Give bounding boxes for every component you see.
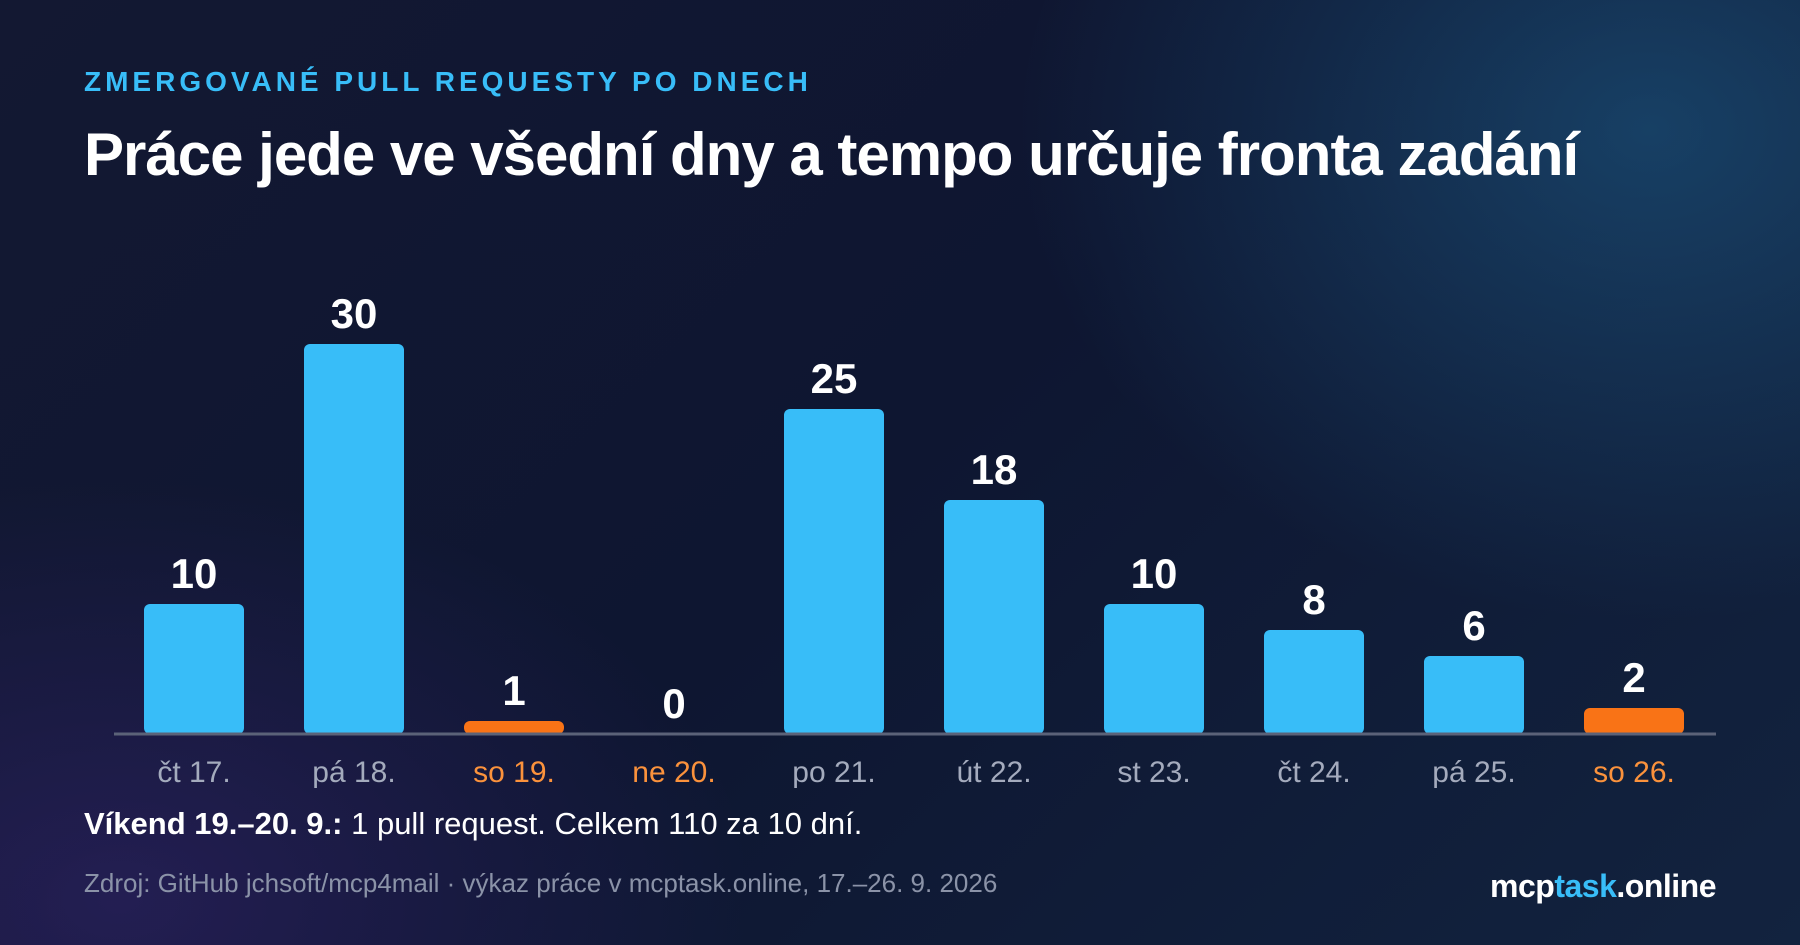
bar-2	[304, 344, 404, 734]
bar-10	[1584, 708, 1684, 734]
value-label-5: 25	[811, 355, 858, 402]
bar-6	[944, 500, 1044, 734]
x-tick-label-3: so 19.	[473, 756, 555, 789]
value-label-6: 18	[971, 446, 1018, 493]
value-label-7: 10	[1131, 550, 1178, 597]
x-tick-label-2: pá 18.	[312, 756, 395, 789]
x-tick-label-6: út 22.	[956, 756, 1031, 789]
value-label-10: 2	[1622, 654, 1645, 701]
brand-accent: task	[1554, 868, 1617, 904]
x-tick-label-8: čt 24.	[1277, 756, 1350, 789]
x-tick-label-1: čt 17.	[157, 756, 230, 789]
value-label-9: 6	[1462, 602, 1485, 649]
bars-group	[144, 344, 1684, 734]
value-label-3: 1	[502, 667, 525, 714]
value-label-1: 10	[171, 550, 218, 597]
bar-7	[1104, 604, 1204, 734]
x-tick-label-5: po 21.	[792, 756, 875, 789]
bar-8	[1264, 630, 1364, 734]
value-label-4: 0	[662, 680, 685, 727]
source-note: Zdroj: GitHub jchsoft/mcp4mail · výkaz p…	[84, 868, 998, 898]
bar-9	[1424, 656, 1524, 734]
x-tick-label-4: ne 20.	[632, 756, 715, 789]
chart-kicker: ZMERGOVANÉ PULL REQUESTY PO DNECH	[84, 66, 812, 97]
brand-prefix: mcp	[1490, 868, 1555, 904]
weekend-note-text: 1 pull request. Celkem 110 za 10 dní.	[342, 806, 863, 841]
brand-suffix: .online	[1616, 868, 1716, 904]
bar-5	[784, 409, 884, 734]
value-label-2: 30	[331, 290, 378, 337]
x-tick-labels-group: čt 17. pá 18. so 19. ne 20. po 21. út 22. st 2…	[157, 756, 1675, 789]
weekend-note: Víkend 19.–20. 9.: 1 pull request. Celke…	[84, 806, 862, 842]
bar-1	[144, 604, 244, 734]
chart-title: Práce jede ve všední dny a tempo určuje …	[84, 121, 1579, 188]
x-tick-label-10: so 26.	[1593, 756, 1675, 789]
x-tick-label-9: pá 25.	[1432, 756, 1515, 789]
weekend-note-label: Víkend 19.–20. 9.:	[84, 806, 343, 841]
brand-logo[interactable]: mcptask.online	[1490, 868, 1716, 905]
x-tick-label-7: st 23.	[1117, 756, 1190, 789]
value-label-8: 8	[1302, 576, 1325, 623]
bar-3	[464, 721, 564, 734]
